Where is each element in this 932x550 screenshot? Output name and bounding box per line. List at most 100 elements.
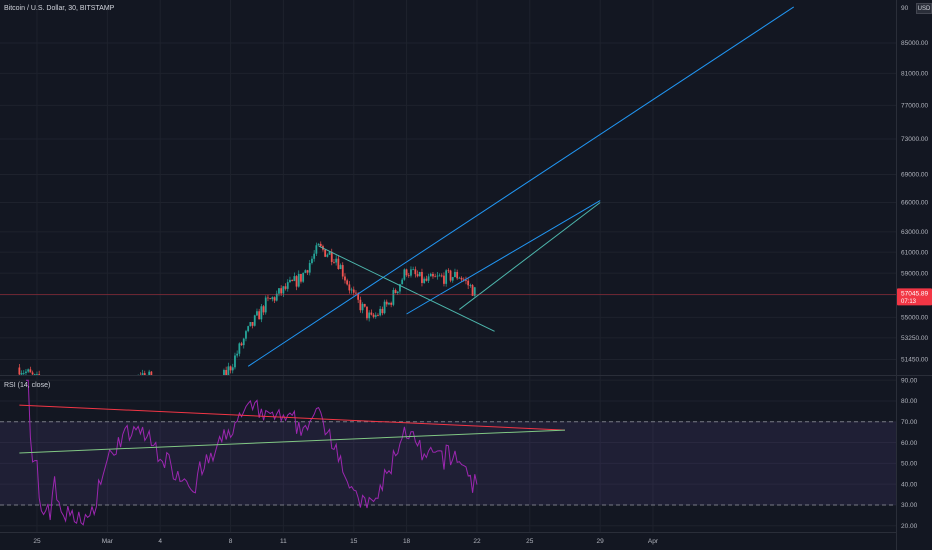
candle-body	[469, 285, 472, 286]
candle-body	[22, 372, 25, 374]
candle-body	[260, 306, 263, 320]
candle-body	[29, 369, 32, 373]
candle-body	[273, 297, 276, 301]
candle-body	[275, 293, 278, 301]
candle-body	[412, 269, 415, 271]
candle-body	[284, 286, 287, 289]
candle-body	[148, 371, 151, 375]
time-axis[interactable]: 25 Mar 4 8 11 15 18 22 25 29 Apr	[33, 538, 659, 545]
trendline-teal-down[interactable]	[318, 245, 495, 332]
rsi-tick-label: 80.00	[901, 398, 918, 405]
grid-lines	[0, 0, 896, 532]
candle-body	[295, 276, 298, 287]
candle-body	[234, 355, 236, 368]
candle-body	[251, 322, 254, 326]
candle-body	[418, 271, 421, 277]
price-tick-label: 61000.00	[901, 249, 928, 256]
candle-body	[249, 322, 252, 327]
last-price-countdown: 07:13	[901, 299, 917, 305]
trendline-blue-short[interactable]	[406, 200, 601, 315]
candle-body	[256, 311, 258, 316]
rsi-tick-label: 40.00	[901, 481, 918, 488]
candle-body	[436, 275, 439, 277]
candle-body	[227, 366, 230, 375]
candle-body	[374, 315, 377, 317]
candle-body	[355, 292, 357, 294]
currency-badge[interactable]: USD	[916, 3, 932, 14]
candle-body	[330, 251, 333, 262]
price-tick-label: 85000.00	[901, 40, 928, 47]
symbol-title[interactable]: Bitcoin / U.S. Dollar, 30, BITSTAMP	[4, 5, 115, 12]
price-tick-label: 90	[901, 5, 909, 12]
rsi-axis[interactable]: 90.00 80.00 70.00 60.00 50.00 40.00 30.00 20.00	[901, 377, 918, 530]
price-tick-label: 59000.00	[901, 270, 928, 277]
candle-body	[454, 271, 456, 278]
candle-body	[36, 374, 38, 375]
time-tick-label: 15	[350, 538, 358, 545]
candle-body	[33, 374, 36, 375]
candle-body	[471, 285, 474, 296]
candle-body	[291, 279, 294, 281]
rsi-tick-label: 70.00	[901, 419, 918, 426]
time-tick-label: 22	[473, 538, 481, 545]
candle-body	[390, 302, 393, 305]
rsi-indicator-label[interactable]: RSI (14, close)	[4, 382, 51, 389]
time-tick-label: 29	[597, 538, 605, 545]
candle-body	[414, 269, 417, 275]
candle-body	[286, 282, 289, 289]
candle-body	[449, 270, 452, 281]
candle-body	[366, 306, 368, 319]
candle-body	[308, 263, 311, 273]
candle-body	[458, 277, 461, 279]
trendline-teal-up[interactable]	[459, 202, 601, 310]
last-price-tag	[897, 288, 932, 306]
rsi-trendline-red-upper[interactable]	[19, 404, 565, 431]
candle-body	[440, 275, 443, 277]
candle-body	[326, 254, 329, 257]
candle-body	[467, 280, 470, 286]
candle-body	[460, 277, 463, 280]
candle-body	[407, 275, 410, 277]
candle-body	[447, 270, 450, 272]
candle-body	[465, 279, 467, 281]
time-tick-label: 8	[229, 538, 233, 545]
rsi-trendline-green-lower[interactable]	[19, 429, 565, 454]
candle-body	[357, 293, 360, 300]
candle-body	[333, 261, 335, 263]
candle-body	[429, 273, 432, 277]
candle-body	[399, 284, 401, 292]
candle-body	[313, 253, 316, 259]
candle-body	[456, 271, 459, 279]
candle-body	[432, 273, 434, 277]
price-trendlines[interactable]	[247, 6, 795, 367]
price-tick-label: 66000.00	[901, 200, 928, 207]
candle-body	[258, 311, 261, 320]
candle-body	[280, 288, 283, 294]
rsi-trendlines[interactable]	[19, 404, 565, 454]
candle-body	[240, 343, 243, 346]
candle-body	[394, 290, 397, 294]
candle-body	[350, 289, 353, 291]
trendline-blue-long[interactable]	[247, 6, 795, 367]
candle-body	[372, 314, 375, 317]
candle-body	[427, 276, 430, 281]
candle-body	[304, 270, 307, 273]
rsi-line	[26, 379, 478, 526]
candle-body	[359, 299, 362, 311]
candle-body	[324, 249, 327, 257]
price-tick-label: 63000.00	[901, 229, 928, 236]
candle-body	[421, 271, 423, 283]
candle-body	[462, 279, 465, 281]
candle-body	[352, 289, 355, 293]
candle-body	[302, 272, 305, 282]
time-tick-label: 11	[280, 538, 287, 545]
candle-body	[269, 298, 272, 300]
candle-body	[370, 312, 373, 315]
candle-body	[264, 297, 267, 313]
candle-body	[25, 371, 27, 373]
candle-body	[405, 269, 408, 276]
candle-body	[337, 258, 340, 269]
time-tick-label: 25	[526, 538, 534, 545]
candle-body	[410, 269, 412, 276]
